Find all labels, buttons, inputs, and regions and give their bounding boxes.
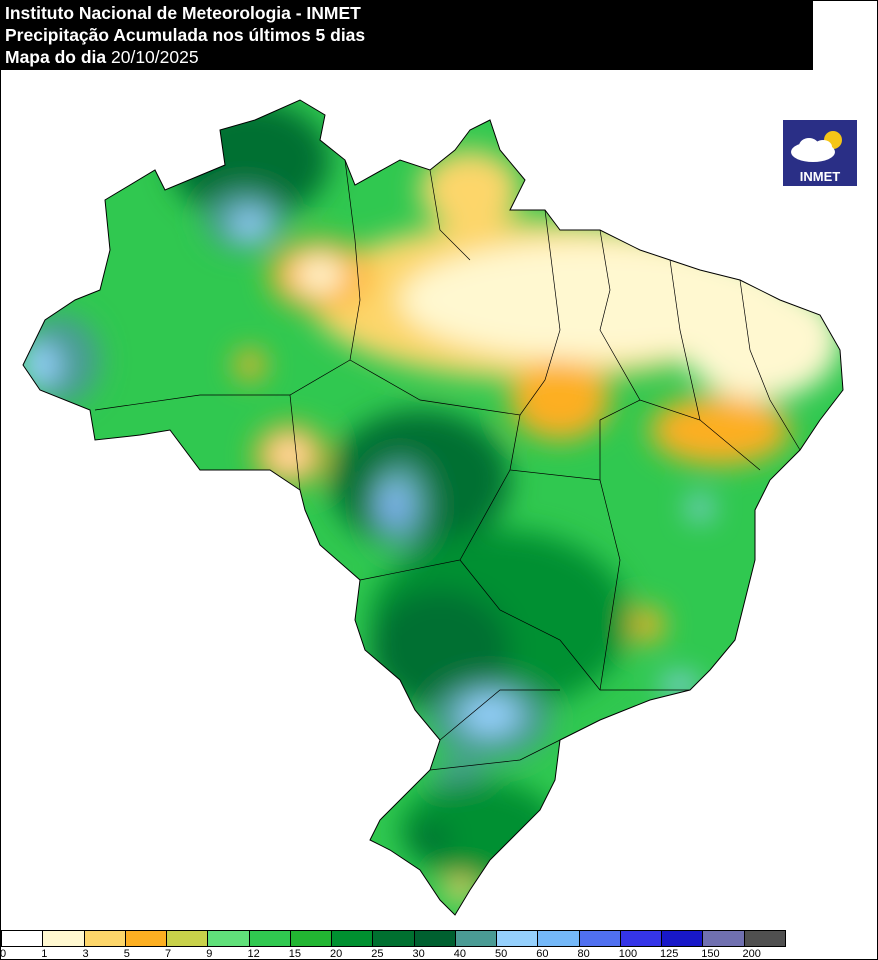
- legend-label: 7: [165, 948, 172, 960]
- legend-label: 125: [660, 948, 679, 960]
- legend-swatch: [289, 930, 332, 947]
- legend-label: 50: [495, 948, 508, 960]
- legend-label: 200: [742, 948, 761, 960]
- title-product: Precipitação Acumulada nos últimos 5 dia…: [5, 25, 366, 45]
- map-date: 20/10/2025: [111, 47, 199, 67]
- legend-swatch: [413, 930, 456, 947]
- legend-swatch: [248, 930, 291, 947]
- legend-swatch: [1, 930, 44, 947]
- legend-swatch: [661, 930, 704, 947]
- legend-swatch: [83, 930, 126, 947]
- legend-label: 60: [536, 948, 549, 960]
- legend-label: 0: [0, 948, 7, 960]
- precipitation-field: [23, 100, 843, 915]
- legend-swatch: [331, 930, 374, 947]
- legend-swatch: [166, 930, 209, 947]
- legend-swatch: [702, 930, 745, 947]
- precipitation-map: [22, 99, 844, 916]
- cloud-sun-icon: [791, 131, 842, 162]
- legend-swatch: [578, 930, 621, 947]
- map-header: Instituto Nacional de Meteorologia - INM…: [0, 0, 813, 70]
- legend-swatch: [372, 930, 415, 947]
- legend-label: 9: [206, 948, 213, 960]
- legend-label: 40: [453, 948, 466, 960]
- legend-swatch: [124, 930, 167, 947]
- legend-label: 12: [247, 948, 260, 960]
- legend-label: 3: [82, 948, 89, 960]
- legend-label: 15: [288, 948, 301, 960]
- legend-label: 5: [123, 948, 130, 960]
- legend-swatch: [537, 930, 580, 947]
- legend-swatch: [42, 930, 85, 947]
- legend-label: 30: [412, 948, 425, 960]
- legend-label: 150: [701, 948, 720, 960]
- inmet-logo: INMET: [783, 120, 857, 186]
- title-date: Mapa do dia 20/10/2025: [5, 47, 199, 67]
- legend-swatch: [454, 930, 497, 947]
- legend-swatch: [207, 930, 250, 947]
- color-legend: 0 1 3 5 7 9 12 15 20 25 30 40 50 60 80 100 125 150 200: [0, 930, 878, 960]
- legend-swatch: [496, 930, 539, 947]
- legend-label: 20: [330, 948, 343, 960]
- legend-swatch: [619, 930, 662, 947]
- legend-label: 25: [371, 948, 384, 960]
- logo-text: INMET: [799, 169, 841, 184]
- title-institute: Instituto Nacional de Meteorologia - INM…: [5, 3, 361, 23]
- state-borders: [94, 159, 801, 771]
- legend-label: 100: [618, 948, 638, 960]
- legend-label: 80: [577, 948, 590, 960]
- legend-label: 1: [41, 948, 48, 960]
- legend-swatch: [743, 930, 786, 947]
